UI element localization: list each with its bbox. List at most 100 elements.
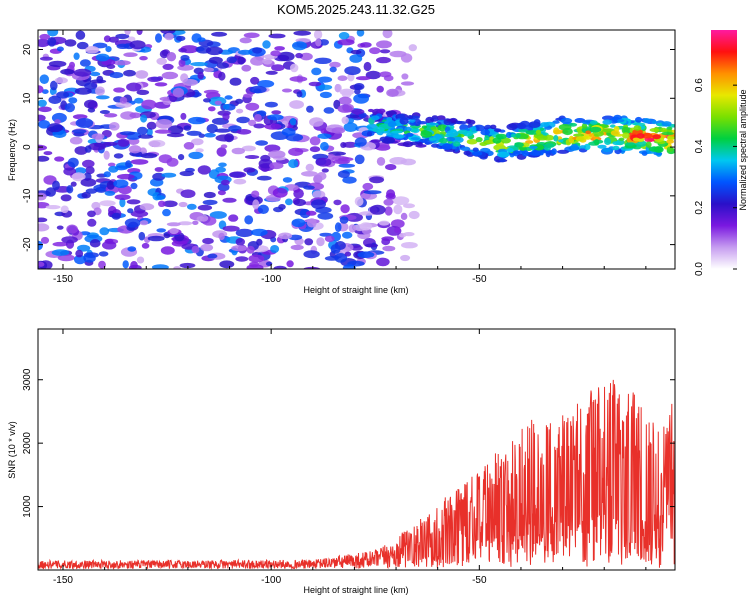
heatmap-noise-cell	[256, 175, 272, 181]
heatmap-noise-cell	[114, 194, 131, 201]
heatmap-noise-cell	[231, 147, 245, 155]
heatmap-noise-cell	[39, 33, 50, 41]
heatmap-noise-cell	[309, 117, 324, 127]
spectrogram-x-label: Height of straight line (km)	[303, 285, 408, 295]
heatmap-noise-cell	[76, 41, 89, 50]
heatmap-noise-cell	[40, 236, 50, 244]
heatmap-signal-cell	[518, 128, 529, 133]
heatmap-noise-cell	[250, 56, 265, 66]
heatmap-noise-cell	[399, 232, 407, 238]
heatmap-noise-cell	[127, 246, 137, 252]
heatmap-noise-cell	[190, 62, 208, 67]
heatmap-noise-cell	[345, 114, 360, 119]
heatmap-noise-cell	[51, 249, 70, 256]
heatmap-noise-cell	[122, 260, 129, 269]
heatmap-noise-cell	[274, 54, 290, 62]
heatmap-noise-cell	[222, 104, 230, 110]
heatmap-noise-cell	[243, 32, 260, 39]
heatmap-noise-cell	[241, 145, 256, 152]
heatmap-noise-cell	[274, 46, 285, 51]
heatmap-noise-cell	[364, 243, 379, 248]
heatmap-noise-cell	[315, 157, 332, 167]
heatmap-noise-cell	[382, 30, 393, 39]
snr-y-axis: 3000 2000 1000	[22, 368, 675, 518]
heatmap-signal-cell	[436, 115, 446, 121]
heatmap-noise-cell	[129, 112, 142, 119]
heatmap-noise-cell	[257, 80, 275, 88]
heatmap-noise-cell	[197, 204, 213, 211]
heatmap-noise-cell	[327, 153, 336, 161]
heatmap-noise-cell	[38, 120, 50, 129]
heatmap-noise-cell	[75, 118, 94, 128]
heatmap-noise-cell	[257, 204, 269, 214]
heatmap-signal-cell	[583, 143, 591, 151]
heatmap-noise-cell	[337, 75, 348, 81]
heatmap-noise-cell	[291, 218, 306, 228]
heatmap-noise-cell	[80, 178, 97, 187]
heatmap-noise-cell	[252, 47, 263, 54]
heatmap-noise-cell	[214, 100, 222, 106]
heatmap-noise-cell	[385, 164, 397, 171]
heatmap-noise-cell	[197, 37, 206, 42]
heatmap-noise-cell	[386, 88, 399, 97]
heatmap-noise-cell	[141, 242, 150, 249]
heatmap-signal-cell	[506, 123, 518, 131]
heatmap-noise-cell	[229, 171, 247, 178]
heatmap-noise-cell	[63, 167, 77, 176]
heatmap-noise-cell	[54, 77, 68, 84]
heatmap-noise-cell	[46, 123, 64, 133]
heatmap-noise-cell	[269, 162, 284, 170]
heatmap-noise-cell	[166, 52, 177, 62]
heatmap-signal-cell	[492, 137, 502, 144]
heatmap-noise-cell	[158, 200, 166, 207]
heatmap-signal-cell	[455, 121, 467, 125]
heatmap-noise-cell	[224, 95, 233, 100]
heatmap-signal-cell	[644, 118, 652, 123]
heatmap-signal-cell	[581, 123, 588, 129]
heatmap-noise-cell	[292, 41, 307, 51]
heatmap-noise-cell	[246, 245, 255, 254]
heatmap-noise-cell	[252, 199, 260, 210]
heatmap-noise-cell	[183, 142, 195, 150]
heatmap-noise-cell	[38, 223, 50, 232]
heatmap-noise-cell	[342, 176, 357, 184]
heatmap-noise-cell	[319, 91, 332, 99]
heatmap-noise-cell	[301, 171, 318, 177]
heatmap-noise-cell	[228, 125, 242, 132]
heatmap-noise-cell	[89, 71, 101, 77]
heatmap-noise-cell	[216, 62, 229, 69]
heatmap-noise-cell	[127, 36, 136, 42]
heatmap-noise-cell	[161, 71, 179, 80]
heatmap-noise-cell	[337, 39, 355, 46]
heatmap-noise-cell	[179, 262, 196, 269]
heatmap-noise-cell	[254, 114, 262, 122]
heatmap-noise-cell	[105, 46, 112, 53]
heatmap-noise-cell	[73, 68, 92, 77]
heatmap-noise-cell	[173, 266, 181, 269]
heatmap-noise-cell	[60, 68, 75, 75]
heatmap-noise-cell	[38, 217, 48, 223]
heatmap-noise-cell	[315, 38, 322, 47]
heatmap-signal-cell	[604, 137, 612, 145]
heatmap-signal-cell	[497, 151, 510, 158]
heatmap-noise-cell	[334, 253, 348, 263]
colorbar-gradient	[711, 30, 737, 269]
spectrogram-x-axis: -150 -100 -50	[53, 30, 647, 285]
heatmap-noise-cell	[72, 129, 87, 134]
heatmap-noise-cell	[52, 241, 68, 247]
heatmap-noise-cell	[311, 67, 322, 76]
heatmap-noise-cell	[191, 138, 204, 146]
heatmap-signal-cell	[383, 137, 396, 144]
heatmap-signal-cell	[585, 130, 592, 135]
heatmap-noise-cell	[166, 132, 185, 138]
heatmap-signal-cell	[562, 127, 573, 136]
heatmap-noise-cell	[324, 235, 335, 242]
heatmap-noise-cell	[248, 254, 265, 263]
heatmap-noise-cell	[244, 155, 260, 159]
heatmap-signal-cell	[409, 121, 417, 126]
heatmap-noise-cell	[115, 101, 132, 108]
heatmap-noise-cell	[268, 33, 286, 39]
heatmap-noise-cell	[151, 264, 169, 269]
heatmap-noise-cell	[56, 225, 64, 230]
heatmap-noise-cell	[205, 46, 223, 56]
